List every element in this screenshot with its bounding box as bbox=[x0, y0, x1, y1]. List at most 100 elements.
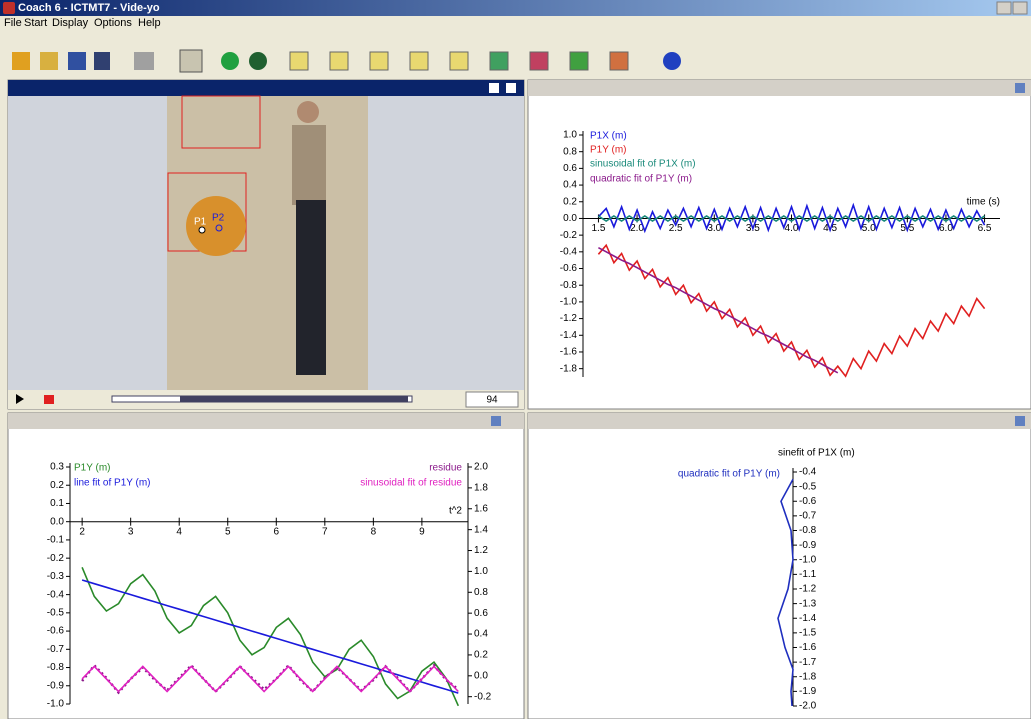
panel-header bbox=[8, 413, 524, 429]
y-tick-label: -0.4 bbox=[560, 246, 578, 257]
y-tick-label: -0.9 bbox=[799, 540, 817, 551]
y-tick-label: -0.3 bbox=[47, 571, 65, 582]
y-tick-label: -1.5 bbox=[799, 628, 817, 639]
x-tick-label: 5.0 bbox=[862, 223, 876, 234]
y2-tick-label: -0.2 bbox=[474, 691, 492, 702]
panel-button[interactable] bbox=[1015, 83, 1025, 93]
panel-button[interactable] bbox=[506, 83, 516, 93]
y-tick-label: -0.1 bbox=[47, 535, 65, 546]
y-tick-label: -1.6 bbox=[560, 347, 578, 358]
tool-button[interactable] bbox=[450, 52, 468, 70]
person-head bbox=[297, 101, 319, 123]
y-tick-label: -0.6 bbox=[47, 626, 65, 637]
graph-panel bbox=[528, 80, 1031, 409]
menu-item[interactable]: Display bbox=[52, 17, 89, 29]
y-tick-label: 1.0 bbox=[563, 130, 577, 141]
tool-button[interactable] bbox=[180, 50, 202, 72]
legend-label: quadratic fit of P1Y (m) bbox=[590, 174, 692, 185]
panel-header bbox=[528, 80, 1031, 96]
legend-label: P1X (m) bbox=[590, 131, 627, 142]
help-button[interactable] bbox=[663, 52, 681, 70]
y-tick-label: -1.2 bbox=[560, 313, 578, 324]
y-tick-label: -0.5 bbox=[47, 607, 65, 618]
tool-button[interactable] bbox=[68, 52, 86, 70]
tool-button[interactable] bbox=[370, 52, 388, 70]
window-title: Coach 6 - ICTMT7 - Vide-yo bbox=[18, 2, 160, 14]
panel-button[interactable] bbox=[491, 416, 501, 426]
y-tick-label: 0.6 bbox=[563, 163, 577, 174]
legend-label: residue bbox=[429, 463, 462, 474]
graph-panel bbox=[528, 413, 1031, 719]
tool-button[interactable] bbox=[330, 52, 348, 70]
person-legs bbox=[296, 200, 326, 375]
tool-button[interactable] bbox=[410, 52, 428, 70]
point-marker bbox=[199, 227, 205, 233]
x-tick-label: 9 bbox=[419, 526, 425, 537]
menu-item[interactable]: File bbox=[4, 17, 22, 29]
graph-panel bbox=[8, 413, 524, 719]
frame-number: 94 bbox=[486, 395, 498, 406]
tool-button[interactable] bbox=[530, 52, 548, 70]
y-tick-label: -1.8 bbox=[799, 671, 817, 682]
y2-tick-label: 1.0 bbox=[474, 566, 488, 577]
menu-item[interactable]: Start bbox=[24, 17, 47, 29]
menu-item[interactable]: Help bbox=[138, 17, 161, 29]
y-tick-label: -1.4 bbox=[799, 613, 817, 624]
y2-tick-label: 1.6 bbox=[474, 503, 488, 514]
panel-header bbox=[528, 413, 1031, 429]
legend-label: P1Y (m) bbox=[590, 145, 627, 156]
y-tick-label: -0.7 bbox=[799, 511, 817, 522]
y-tick-label: -0.8 bbox=[47, 662, 65, 673]
y-tick-label: -0.8 bbox=[560, 280, 578, 291]
x-tick-label: 2 bbox=[79, 526, 85, 537]
y-tick-label: -1.7 bbox=[799, 657, 817, 668]
menu-item[interactable]: Options bbox=[94, 17, 132, 29]
stop-button[interactable] bbox=[44, 395, 54, 404]
y-tick-label: -0.2 bbox=[560, 230, 578, 241]
x-tick-label: 4.0 bbox=[785, 223, 799, 234]
y-axis-label: quadratic fit of P1Y (m) bbox=[678, 469, 780, 480]
tool-button[interactable] bbox=[134, 52, 154, 70]
tool-button[interactable] bbox=[40, 52, 58, 70]
y-tick-label: 0.0 bbox=[50, 516, 64, 527]
tool-button[interactable] bbox=[221, 52, 239, 70]
x-axis-label: t^2 bbox=[449, 506, 462, 517]
tool-button[interactable] bbox=[490, 52, 508, 70]
y2-tick-label: 0.4 bbox=[474, 629, 488, 640]
tool-button[interactable] bbox=[12, 52, 30, 70]
y2-tick-label: 0.2 bbox=[474, 650, 488, 661]
y-tick-label: -0.5 bbox=[799, 481, 817, 492]
tool-button[interactable] bbox=[94, 52, 110, 70]
x-axis-label: sinefit of P1X (m) bbox=[778, 448, 855, 459]
y2-tick-label: 1.8 bbox=[474, 483, 488, 494]
y-tick-label: 0.8 bbox=[563, 146, 577, 157]
y-tick-label: 0.1 bbox=[50, 498, 64, 509]
y-tick-label: -1.8 bbox=[560, 363, 578, 374]
y-tick-label: -0.6 bbox=[560, 263, 578, 274]
tool-button[interactable] bbox=[570, 52, 588, 70]
y-tick-label: 0.4 bbox=[563, 180, 577, 191]
y-tick-label: 0.3 bbox=[50, 462, 64, 473]
legend-label: line fit of P1Y (m) bbox=[74, 478, 151, 489]
y-tick-label: -1.0 bbox=[47, 699, 65, 710]
tool-button[interactable] bbox=[610, 52, 628, 70]
tool-button[interactable] bbox=[249, 52, 267, 70]
x-tick-label: 8 bbox=[371, 526, 377, 537]
point-label: P1 bbox=[194, 217, 207, 228]
panel-button[interactable] bbox=[1015, 416, 1025, 426]
x-tick-label: 5 bbox=[225, 526, 231, 537]
y-tick-label: -0.2 bbox=[47, 553, 65, 564]
y2-tick-label: 2.0 bbox=[474, 462, 488, 473]
tool-button[interactable] bbox=[290, 52, 308, 70]
panel-button[interactable] bbox=[489, 83, 499, 93]
legend-label: sinusoidal fit of residue bbox=[360, 478, 462, 489]
y-tick-label: 0.2 bbox=[50, 480, 64, 491]
y-tick-label: -0.4 bbox=[47, 589, 65, 600]
x-tick-label: 4 bbox=[176, 526, 182, 537]
y2-tick-label: 1.4 bbox=[474, 524, 488, 535]
minimize-button[interactable] bbox=[997, 2, 1011, 14]
restore-button[interactable] bbox=[1013, 2, 1027, 14]
y2-tick-label: 0.0 bbox=[474, 670, 488, 681]
y-tick-label: -0.6 bbox=[799, 496, 817, 507]
screen: Coach 6 - ICTMT7 - Vide-yo File Start Di… bbox=[0, 0, 1031, 719]
